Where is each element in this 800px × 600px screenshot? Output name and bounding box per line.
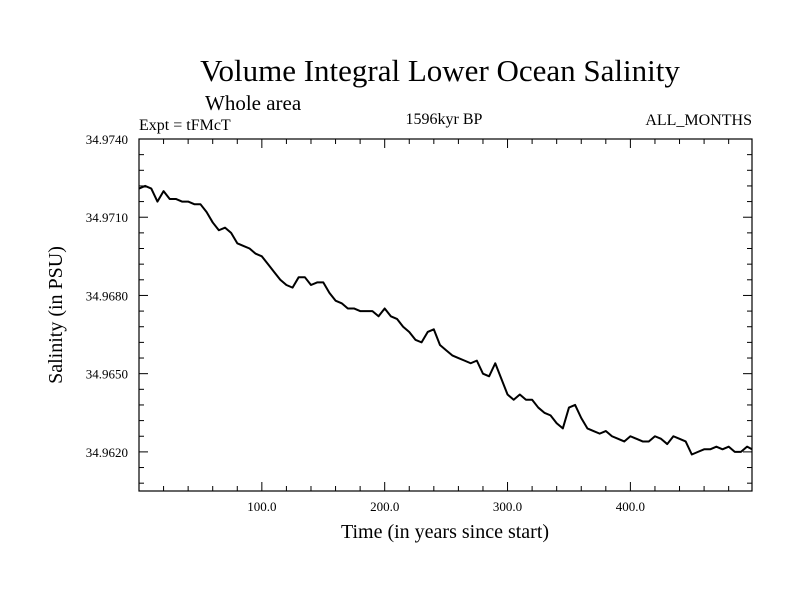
plot-frame <box>138 138 753 492</box>
y-axis: 34.9620 34.9650 34.9680 34.9710 34.9740 <box>86 132 752 484</box>
experiment-label: Expt = tFMcT <box>139 117 231 134</box>
y-tick-label: 34.9620 <box>86 445 128 460</box>
x-tick-label: 400.0 <box>616 499 645 514</box>
time-period-label: 1596kyr BP <box>406 111 483 128</box>
chart-title: Volume Integral Lower Ocean Salinity <box>200 53 680 88</box>
x-axis-label: Time (in years since start) <box>341 521 549 543</box>
salinity-series-line <box>138 184 753 456</box>
y-axis-label: Salinity (in PSU) <box>45 246 67 384</box>
x-axis: 100.0 200.0 300.0 400.0 <box>163 139 730 514</box>
chart-subtitle: Whole area <box>205 91 302 115</box>
y-tick-label: 34.9710 <box>86 210 128 225</box>
x-tick-label: 300.0 <box>493 499 522 514</box>
y-tick-label: 34.9740 <box>86 132 128 147</box>
x-tick-label: 200.0 <box>370 499 399 514</box>
y-tick-label: 34.9650 <box>86 367 128 382</box>
x-tick-label: 100.0 <box>247 499 276 514</box>
months-label: ALL_MONTHS <box>645 112 752 129</box>
y-tick-label: 34.9680 <box>86 288 128 303</box>
